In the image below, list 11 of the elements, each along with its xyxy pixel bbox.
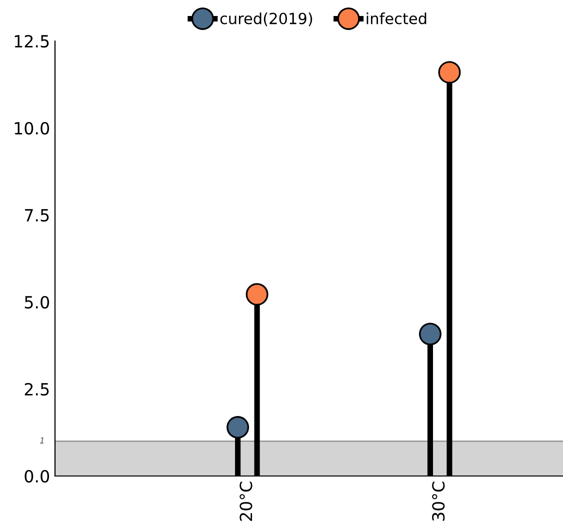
legend-label: infected xyxy=(366,12,426,24)
legend-label: cured(2019) xyxy=(220,12,312,26)
x-tick-label: 30°C xyxy=(432,482,445,521)
y-tick-label: 12.5 xyxy=(14,34,49,48)
y-tick-label: 0.0 xyxy=(24,470,50,483)
x-tick-label: 20°C xyxy=(240,482,252,521)
ref-line-label: 1 xyxy=(40,437,44,444)
y-tick-label: 10.0 xyxy=(14,122,50,135)
y-tick-label: 5.0 xyxy=(24,296,50,309)
y-tick-label: 2.5 xyxy=(24,382,49,396)
y-tick-label: 7.5 xyxy=(25,209,49,222)
